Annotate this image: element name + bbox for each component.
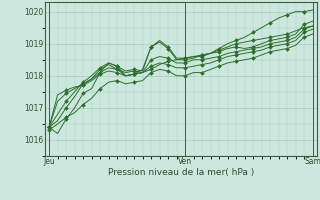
X-axis label: Pression niveau de la mer( hPa ): Pression niveau de la mer( hPa ) (108, 168, 254, 177)
